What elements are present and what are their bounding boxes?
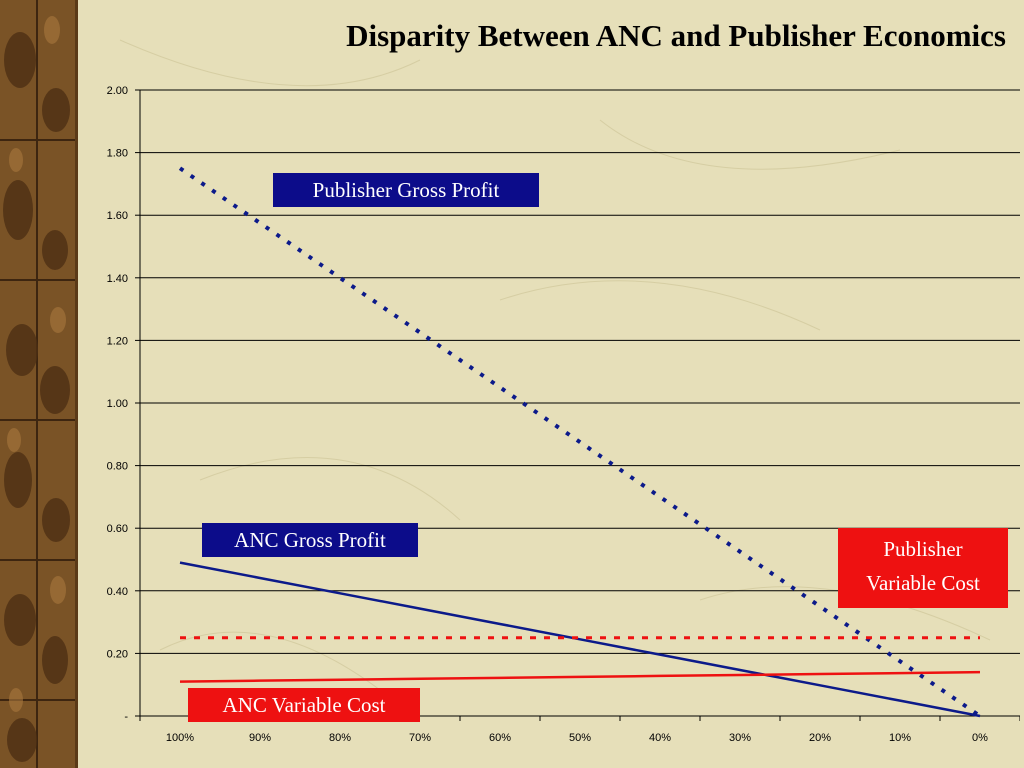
publisher-gross-profit-label: Publisher Gross Profit — [273, 173, 539, 207]
anc-variable-cost-label: ANC Variable Cost — [188, 688, 420, 722]
y-tick-label: 1.80 — [107, 148, 128, 160]
y-tick-label: 0.20 — [107, 648, 128, 660]
series-line-anc-gross-profit — [179, 561, 981, 718]
y-tick-label: 0.40 — [107, 586, 128, 598]
line-chart: - 0.20 0.40 0.60 0.80 1.00 1.20 1.40 1.60 1.80 2.0… — [107, 85, 1020, 744]
y-tick-label: 2.00 — [107, 85, 128, 97]
x-tick-label: 40% — [649, 732, 671, 744]
x-tick-label: 20% — [809, 732, 831, 744]
y-tick-label: 1.60 — [107, 210, 128, 222]
axes — [135, 89, 1020, 721]
page-title: Disparity Between ANC and Publisher Econ… — [346, 18, 1006, 53]
x-tick-label: 50% — [569, 732, 591, 744]
x-tick-label: 10% — [889, 732, 911, 744]
series-lines — [178, 166, 982, 718]
y-tick-label: 1.00 — [107, 398, 128, 410]
publisher-variable-cost-label: Publisher Variable Cost — [838, 528, 1008, 608]
tick-labels: - 0.20 0.40 0.60 0.80 1.00 1.20 1.40 1.60 1.80 2.0… — [107, 85, 989, 744]
y-tick-label: 1.20 — [107, 335, 128, 347]
x-tick-label: 60% — [489, 732, 511, 744]
x-tick-label: 0% — [972, 732, 988, 744]
x-tick-label: 30% — [729, 732, 751, 744]
side-divider — [75, 0, 78, 768]
decorative-side-panel — [0, 0, 75, 768]
x-tick-label: 70% — [409, 732, 431, 744]
y-tick-label: 1.40 — [107, 273, 128, 285]
publisher-variable-cost-line2: Variable Cost — [866, 571, 980, 595]
y-tick-label: - — [124, 711, 128, 723]
series-line-anc-variable-cost — [179, 670, 981, 683]
x-tick-label: 100% — [166, 732, 194, 744]
anc-gross-profit-label: ANC Gross Profit — [202, 523, 418, 557]
series-line-publisher-gross-profit — [178, 166, 982, 718]
y-tick-label: 0.80 — [107, 461, 128, 473]
publisher-variable-cost-line1: Publisher — [883, 537, 963, 561]
x-tick-label: 80% — [329, 732, 351, 744]
x-tick-label: 90% — [249, 732, 271, 744]
y-tick-label: 0.60 — [107, 523, 128, 535]
